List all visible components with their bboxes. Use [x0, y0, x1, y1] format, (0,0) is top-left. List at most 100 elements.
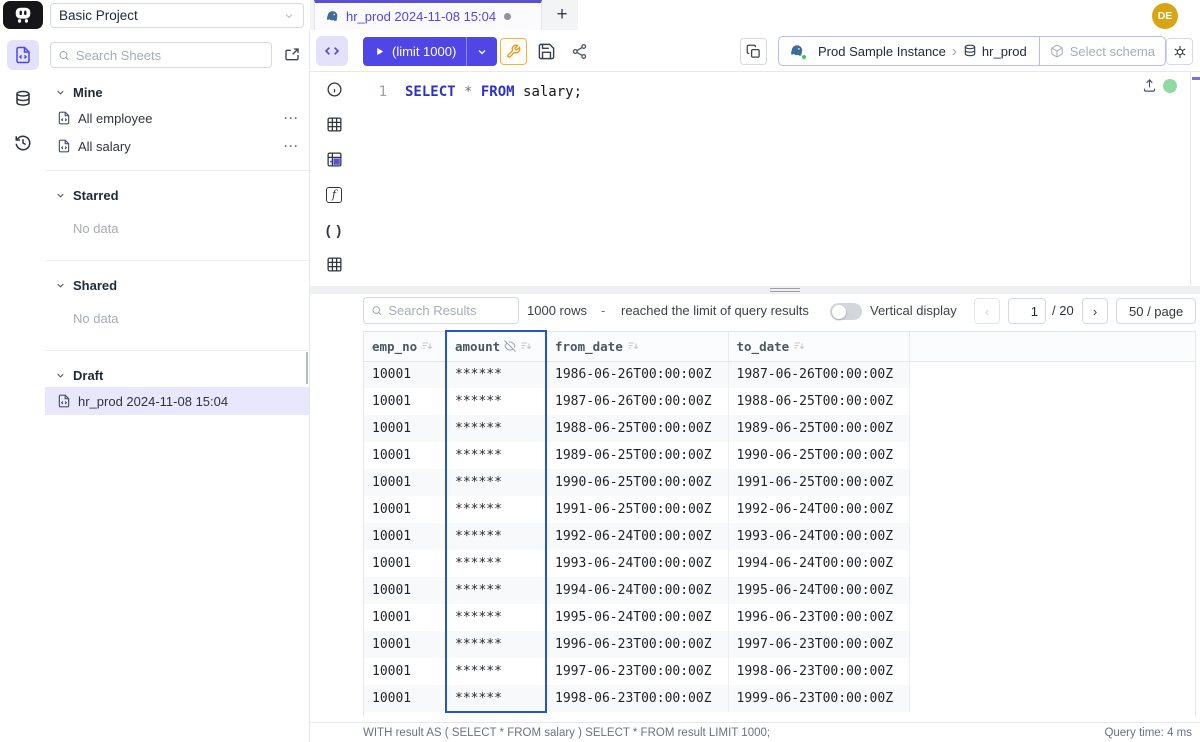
table-row[interactable]: 10001 ****** 1988-06-25T00:00:00Z 1989-06-2… — [364, 415, 1195, 442]
cell-emp_no[interactable]: 10001 — [364, 361, 447, 388]
rail-databases-button[interactable] — [7, 84, 39, 114]
upload-sql-icon[interactable] — [1142, 78, 1157, 93]
results-resize-divider[interactable] — [310, 286, 1200, 294]
cell-from_date[interactable]: 1993-06-24T00:00:00Z — [546, 550, 729, 577]
sheet-item-all-employee[interactable]: All employee ··· — [45, 104, 309, 132]
masked-data-panel-button[interactable] — [310, 142, 358, 177]
section-mine[interactable]: Mine — [45, 80, 309, 104]
cell-emp_no[interactable]: 10001 — [364, 442, 447, 469]
sheet-actions-icon[interactable]: ··· — [284, 111, 299, 125]
cell-amount[interactable]: ****** — [445, 658, 547, 685]
search-sheets-input[interactable] — [75, 47, 264, 63]
sql-editor[interactable]: 1 SELECT * FROM salary; — [358, 72, 1190, 284]
cell-amount[interactable]: ****** — [445, 550, 547, 577]
table-row[interactable]: 10001 ****** 1989-06-25T00:00:00Z 1990-06-2… — [364, 442, 1195, 469]
search-results-input[interactable] — [388, 303, 511, 318]
cell-amount[interactable]: ****** — [445, 523, 547, 550]
select-schema-button[interactable]: Select schema — [1050, 44, 1155, 59]
cell-amount[interactable]: ****** — [445, 496, 547, 523]
table-row[interactable]: 10001 ****** 1991-06-25T00:00:00Z 1992-06-2… — [364, 496, 1195, 523]
cell-to_date[interactable]: 1989-06-25T00:00:00Z — [728, 415, 910, 442]
column-header-amount[interactable]: amount — [445, 330, 547, 362]
cell-to_date[interactable]: 1995-06-24T00:00:00Z — [728, 577, 910, 604]
cell-emp_no[interactable]: 10001 — [364, 388, 447, 415]
cell-to_date[interactable]: 1988-06-25T00:00:00Z — [728, 388, 910, 415]
external-tables-panel-button[interactable] — [310, 247, 358, 282]
cell-to_date[interactable]: 1993-06-24T00:00:00Z — [728, 523, 910, 550]
vertical-display-toggle[interactable] — [830, 303, 862, 320]
cell-from_date[interactable]: 1986-06-26T00:00:00Z — [546, 361, 729, 388]
cell-from_date[interactable]: 1998-06-23T00:00:00Z — [546, 685, 729, 712]
cell-from_date[interactable]: 1987-06-26T00:00:00Z — [546, 388, 729, 415]
section-draft[interactable]: Draft — [45, 363, 309, 387]
table-row[interactable]: 10001 ****** 1997-06-23T00:00:00Z 1998-06-2… — [364, 658, 1195, 685]
run-options-dropdown[interactable] — [467, 37, 497, 66]
section-starred[interactable]: Starred — [45, 183, 309, 207]
cell-from_date[interactable]: 1989-06-25T00:00:00Z — [546, 442, 729, 469]
cell-amount[interactable]: ****** — [445, 415, 547, 442]
ai-assistant-button[interactable] — [1166, 38, 1193, 65]
format-sql-button[interactable] — [500, 38, 527, 65]
cell-to_date[interactable]: 1997-06-23T00:00:00Z — [728, 631, 910, 658]
table-row[interactable]: 10001 ****** 1994-06-24T00:00:00Z 1995-06-2… — [364, 577, 1195, 604]
cell-emp_no[interactable]: 10001 — [364, 469, 447, 496]
new-tab-button[interactable]: + — [556, 4, 568, 25]
cell-to_date[interactable]: 1996-06-23T00:00:00Z — [728, 604, 910, 631]
cell-to_date[interactable]: 1998-06-23T00:00:00Z — [728, 658, 910, 685]
search-results-box[interactable] — [363, 297, 519, 324]
cell-to_date[interactable]: 1992-06-24T00:00:00Z — [728, 496, 910, 523]
cell-emp_no[interactable]: 10001 — [364, 685, 447, 712]
info-panel-button[interactable] — [310, 72, 358, 107]
cell-from_date[interactable]: 1994-06-24T00:00:00Z — [546, 577, 729, 604]
cell-amount[interactable]: ****** — [445, 685, 547, 713]
rail-worksheets-button[interactable] — [6, 40, 39, 70]
share-button[interactable] — [566, 38, 593, 65]
cell-amount[interactable]: ****** — [445, 442, 547, 469]
cell-emp_no[interactable]: 10001 — [364, 496, 447, 523]
tables-panel-button[interactable] — [310, 107, 358, 142]
cell-amount[interactable]: ****** — [445, 469, 547, 496]
section-shared[interactable]: Shared — [45, 273, 309, 297]
run-query-button[interactable]: (limit 1000) — [363, 37, 498, 66]
table-row[interactable]: 10001 ****** 1998-06-23T00:00:00Z 1999-06-2… — [364, 685, 1195, 713]
cell-to_date[interactable]: 1990-06-25T00:00:00Z — [728, 442, 910, 469]
editor-minimap[interactable] — [1190, 72, 1200, 286]
code-mode-button[interactable] — [316, 36, 348, 66]
sheet-item-all-salary[interactable]: All salary ··· — [45, 132, 309, 160]
cell-emp_no[interactable]: 10001 — [364, 577, 447, 604]
cell-emp_no[interactable]: 10001 — [364, 604, 447, 631]
cell-from_date[interactable]: 1995-06-24T00:00:00Z — [546, 604, 729, 631]
column-header-emp_no[interactable]: emp_no — [364, 330, 447, 362]
cell-amount[interactable]: ****** — [445, 388, 547, 415]
cell-amount[interactable]: ****** — [445, 361, 547, 388]
procedures-panel-button[interactable]: ( ) — [310, 212, 358, 247]
cell-to_date[interactable]: 1999-06-23T00:00:00Z — [728, 685, 910, 712]
cell-from_date[interactable]: 1990-06-25T00:00:00Z — [546, 469, 729, 496]
cell-from_date[interactable]: 1992-06-24T00:00:00Z — [546, 523, 729, 550]
page-size-select[interactable]: 50 / page — [1116, 298, 1197, 324]
cell-amount[interactable]: ****** — [445, 577, 547, 604]
table-row[interactable]: 10001 ****** 1986-06-26T00:00:00Z 1987-06-2… — [364, 361, 1195, 388]
cell-from_date[interactable]: 1997-06-23T00:00:00Z — [546, 658, 729, 685]
cell-emp_no[interactable]: 10001 — [364, 550, 447, 577]
column-header-to_date[interactable]: to_date — [728, 330, 910, 362]
cell-from_date[interactable]: 1988-06-25T00:00:00Z — [546, 415, 729, 442]
table-row[interactable]: 10001 ****** 1992-06-24T00:00:00Z 1993-06-2… — [364, 523, 1195, 550]
user-avatar[interactable]: DE — [1152, 3, 1178, 29]
cell-to_date[interactable]: 1991-06-25T00:00:00Z — [728, 469, 910, 496]
tab-hr-prod[interactable]: hr_prod 2024-11-08 15:04 — [314, 0, 542, 30]
prev-page-button[interactable]: ‹ — [974, 298, 1000, 324]
cell-to_date[interactable]: 1994-06-24T00:00:00Z — [728, 550, 910, 577]
table-row[interactable]: 10001 ****** 1995-06-24T00:00:00Z 1996-06-2… — [364, 604, 1195, 631]
project-select[interactable]: Basic Project — [50, 3, 304, 28]
cell-from_date[interactable]: 1996-06-23T00:00:00Z — [546, 631, 729, 658]
cell-amount[interactable]: ****** — [445, 631, 547, 658]
table-row[interactable]: 10001 ****** 1993-06-24T00:00:00Z 1994-06-2… — [364, 550, 1195, 577]
cell-amount[interactable]: ****** — [445, 604, 547, 631]
app-logo[interactable] — [3, 1, 43, 29]
table-row[interactable]: 10001 ****** 1996-06-23T00:00:00Z 1997-06-2… — [364, 631, 1195, 658]
rail-history-button[interactable] — [7, 128, 39, 158]
table-row[interactable]: 10001 ****** 1987-06-26T00:00:00Z 1988-06-2… — [364, 388, 1195, 415]
save-sheet-button[interactable] — [533, 38, 560, 65]
next-page-button[interactable]: › — [1082, 298, 1108, 324]
